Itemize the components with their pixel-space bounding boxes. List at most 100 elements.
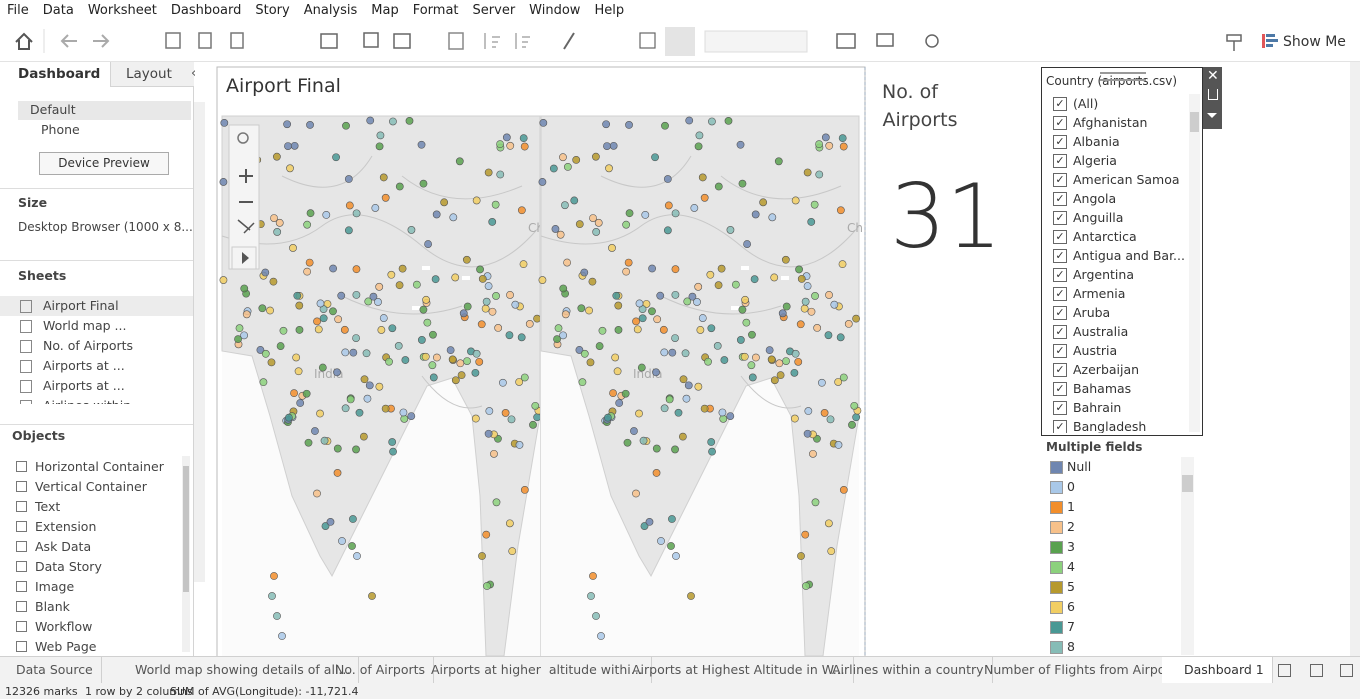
filter-item[interactable]: Aruba: [1073, 305, 1111, 320]
new-tab-icon[interactable]: [1278, 664, 1291, 677]
checkbox[interactable]: ✓: [1053, 287, 1067, 301]
labels-icon[interactable]: [639, 32, 656, 49]
filter-item[interactable]: Austria: [1073, 343, 1118, 358]
swap-icon[interactable]: [448, 32, 464, 50]
sheet-tab[interactable]: No. of Airports: [327, 657, 435, 683]
menu-item[interactable]: Story: [255, 3, 290, 18]
undo-icon[interactable]: [60, 34, 77, 48]
new-datasource-icon[interactable]: [198, 32, 212, 49]
object-item[interactable]: Extension: [35, 519, 97, 534]
checkbox[interactable]: ✓: [1053, 230, 1067, 244]
scrollbar[interactable]: [1189, 94, 1200, 432]
share-icon[interactable]: [925, 34, 939, 48]
object-item[interactable]: Workflow: [35, 619, 93, 634]
checkbox[interactable]: ✓: [1053, 382, 1067, 396]
checkbox[interactable]: ✓: [1053, 173, 1067, 187]
legend-label[interactable]: 8: [1067, 639, 1075, 654]
menu-item[interactable]: Dashboard: [170, 3, 242, 18]
object-item[interactable]: Text: [35, 499, 61, 514]
sheet-item[interactable]: Airport Final: [43, 298, 119, 313]
filter-item[interactable]: Albania: [1073, 134, 1120, 149]
filter-item[interactable]: (All): [1073, 96, 1099, 111]
legend-swatch[interactable]: [1050, 601, 1063, 614]
device-preview-button[interactable]: Device Preview: [39, 152, 169, 175]
object-item[interactable]: Blank: [35, 599, 70, 614]
filter-item[interactable]: Argentina: [1073, 267, 1134, 282]
tab-layout[interactable]: Layout: [126, 66, 172, 82]
sheet-tab[interactable]: Airports at higher altitude withi...: [423, 657, 652, 683]
menu-item[interactable]: Data: [42, 3, 74, 18]
menu-button[interactable]: [1207, 113, 1217, 118]
sheet-item[interactable]: World map ...: [43, 318, 127, 333]
sheet-tab[interactable]: World map showing details of all...: [127, 657, 360, 683]
checkbox[interactable]: ✓: [1053, 268, 1067, 282]
checkbox[interactable]: ✓: [1053, 344, 1067, 358]
object-item[interactable]: Horizontal Container: [35, 459, 164, 474]
sheet-item[interactable]: Airlines within ...: [43, 398, 147, 404]
menu-item[interactable]: Worksheet: [87, 3, 157, 18]
legend-swatch[interactable]: [1050, 581, 1063, 594]
legend-swatch[interactable]: [1050, 481, 1063, 494]
show-me-icon[interactable]: [1262, 34, 1265, 48]
filter-item[interactable]: Bahrain: [1073, 400, 1122, 415]
legend-label[interactable]: 5: [1067, 579, 1075, 594]
duplicate-icon[interactable]: [363, 32, 379, 48]
new-tab-icon[interactable]: [1340, 664, 1353, 677]
checkbox[interactable]: ✓: [1053, 249, 1067, 263]
scrollbar[interactable]: [1350, 62, 1360, 656]
object-item[interactable]: Data Story: [35, 559, 102, 574]
new-sheet-icon[interactable]: [320, 33, 338, 49]
legend-swatch[interactable]: [1050, 621, 1063, 634]
filter-item[interactable]: Australia: [1073, 324, 1129, 339]
filter-item[interactable]: Bangladesh: [1073, 419, 1147, 433]
sort-desc-icon[interactable]: [515, 33, 530, 49]
legend-label[interactable]: 6: [1067, 599, 1075, 614]
legend-swatch[interactable]: [1050, 541, 1063, 554]
cards-icon[interactable]: [836, 33, 856, 49]
home-icon[interactable]: [15, 32, 33, 50]
menu-item[interactable]: Map: [371, 3, 399, 18]
new-tab-icon[interactable]: [1310, 664, 1323, 677]
menu-item[interactable]: Server: [472, 3, 516, 18]
collapse-arrow[interactable]: ‹: [191, 66, 197, 81]
filter-item[interactable]: American Samoa: [1073, 172, 1180, 187]
sheet-tab[interactable]: Dashboard 1: [1162, 657, 1273, 683]
sheet-tab[interactable]: Number of Flights from Airport: [976, 657, 1185, 683]
filter-item[interactable]: Armenia: [1073, 286, 1126, 301]
size-value[interactable]: Desktop Browser (1000 x 8...: [18, 220, 193, 234]
object-item[interactable]: Web Page: [35, 639, 97, 654]
checkbox[interactable]: ✓: [1053, 211, 1067, 225]
filter-item[interactable]: Algeria: [1073, 153, 1117, 168]
legend-swatch[interactable]: [1050, 521, 1063, 534]
scroll-thumb[interactable]: [1190, 112, 1199, 132]
fix-axes-button[interactable]: [665, 27, 695, 56]
filter-item[interactable]: Bahamas: [1073, 381, 1132, 396]
sheet-item[interactable]: No. of Airports: [43, 338, 134, 353]
checkbox[interactable]: ✓: [1053, 192, 1067, 206]
legend-swatch[interactable]: [1050, 501, 1063, 514]
pause-icon[interactable]: [230, 32, 244, 49]
object-item[interactable]: Ask Data: [35, 539, 92, 554]
drag-handle[interactable]: [1100, 72, 1146, 81]
menu-item[interactable]: Format: [412, 3, 459, 18]
checkbox[interactable]: ✓: [1053, 363, 1067, 377]
object-item[interactable]: Image: [35, 579, 75, 594]
sheet-tab[interactable]: Airports at Highest Altitude in W...: [624, 657, 854, 683]
checkbox[interactable]: ✓: [1053, 306, 1067, 320]
filter-item[interactable]: Antigua and Bar...: [1073, 248, 1185, 263]
device-default[interactable]: Default: [30, 102, 76, 117]
checkbox[interactable]: ✓: [1053, 420, 1067, 433]
legend-label[interactable]: 4: [1067, 559, 1075, 574]
redo-icon[interactable]: [93, 34, 110, 48]
format-icon[interactable]: [1226, 34, 1242, 51]
save-icon[interactable]: [165, 32, 181, 49]
clear-icon[interactable]: [393, 33, 411, 49]
sheet-item[interactable]: Airports at ...: [43, 378, 125, 393]
highlight-icon[interactable]: [563, 32, 575, 50]
device-phone[interactable]: Phone: [41, 122, 80, 137]
scroll-thumb[interactable]: [183, 466, 189, 592]
legend-label[interactable]: 3: [1067, 539, 1075, 554]
pin-button[interactable]: [1208, 89, 1218, 100]
search-button[interactable]: [237, 132, 249, 144]
checkbox[interactable]: ✓: [1053, 116, 1067, 130]
